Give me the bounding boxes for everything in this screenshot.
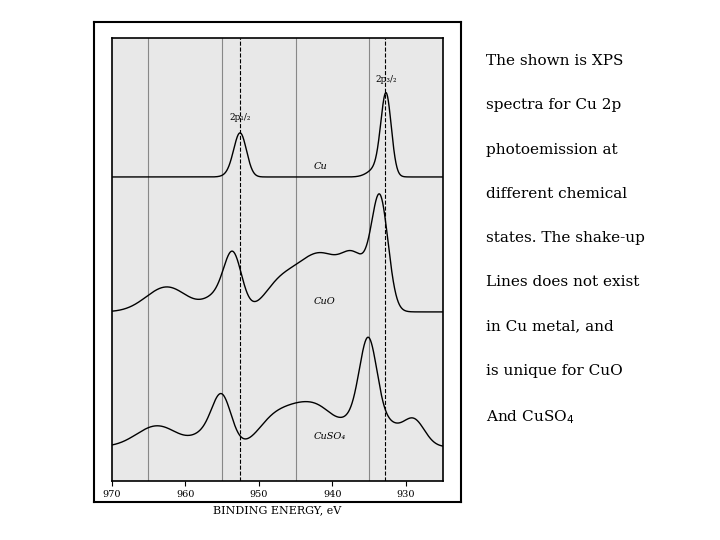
X-axis label: BINDING ENERGY, eV: BINDING ENERGY, eV bbox=[213, 505, 341, 515]
Text: Cu: Cu bbox=[314, 161, 328, 171]
Text: 2p₃/₂: 2p₃/₂ bbox=[375, 75, 397, 84]
Text: The shown is XPS: The shown is XPS bbox=[486, 54, 624, 68]
Text: CuSO₄: CuSO₄ bbox=[314, 431, 346, 441]
Text: 2p₁/₂: 2p₁/₂ bbox=[230, 113, 251, 122]
Text: in Cu metal, and: in Cu metal, and bbox=[486, 320, 613, 334]
Text: is unique for CuO: is unique for CuO bbox=[486, 364, 623, 378]
Text: different chemical: different chemical bbox=[486, 187, 627, 201]
Text: Lines does not exist: Lines does not exist bbox=[486, 275, 639, 289]
Text: CuO: CuO bbox=[314, 296, 336, 306]
Text: photoemission at: photoemission at bbox=[486, 143, 618, 157]
Text: spectra for Cu 2p: spectra for Cu 2p bbox=[486, 98, 621, 112]
Text: And CuSO$_4$: And CuSO$_4$ bbox=[486, 408, 575, 426]
Text: states. The shake-up: states. The shake-up bbox=[486, 231, 645, 245]
